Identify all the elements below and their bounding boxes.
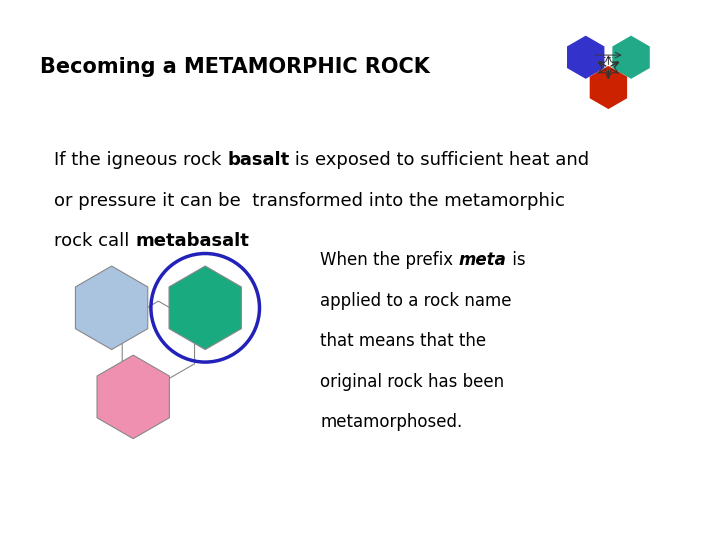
Text: metabasalt: metabasalt [135,232,249,250]
Text: Becoming a METAMORPHIC ROCK: Becoming a METAMORPHIC ROCK [40,57,429,77]
Polygon shape [76,266,148,349]
Polygon shape [613,36,649,79]
Polygon shape [567,36,604,79]
Text: rock call: rock call [54,232,135,250]
Text: original rock has been: original rock has been [320,373,505,390]
Polygon shape [97,355,169,438]
Polygon shape [169,266,241,349]
Text: If the igneous rock: If the igneous rock [54,151,227,169]
Text: applied to a rock name: applied to a rock name [320,292,512,309]
Text: basalt: basalt [227,151,289,169]
Text: that means that the: that means that the [320,332,487,350]
Text: or pressure it can be  transformed into the metamorphic: or pressure it can be transformed into t… [54,192,565,210]
Text: metamorphosed.: metamorphosed. [320,413,463,431]
Text: meta: meta [459,251,507,269]
Polygon shape [590,66,627,109]
Text: When the prefix: When the prefix [320,251,459,269]
Text: is exposed to sufficient heat and: is exposed to sufficient heat and [289,151,590,169]
Polygon shape [122,301,194,384]
Text: is: is [507,251,526,269]
